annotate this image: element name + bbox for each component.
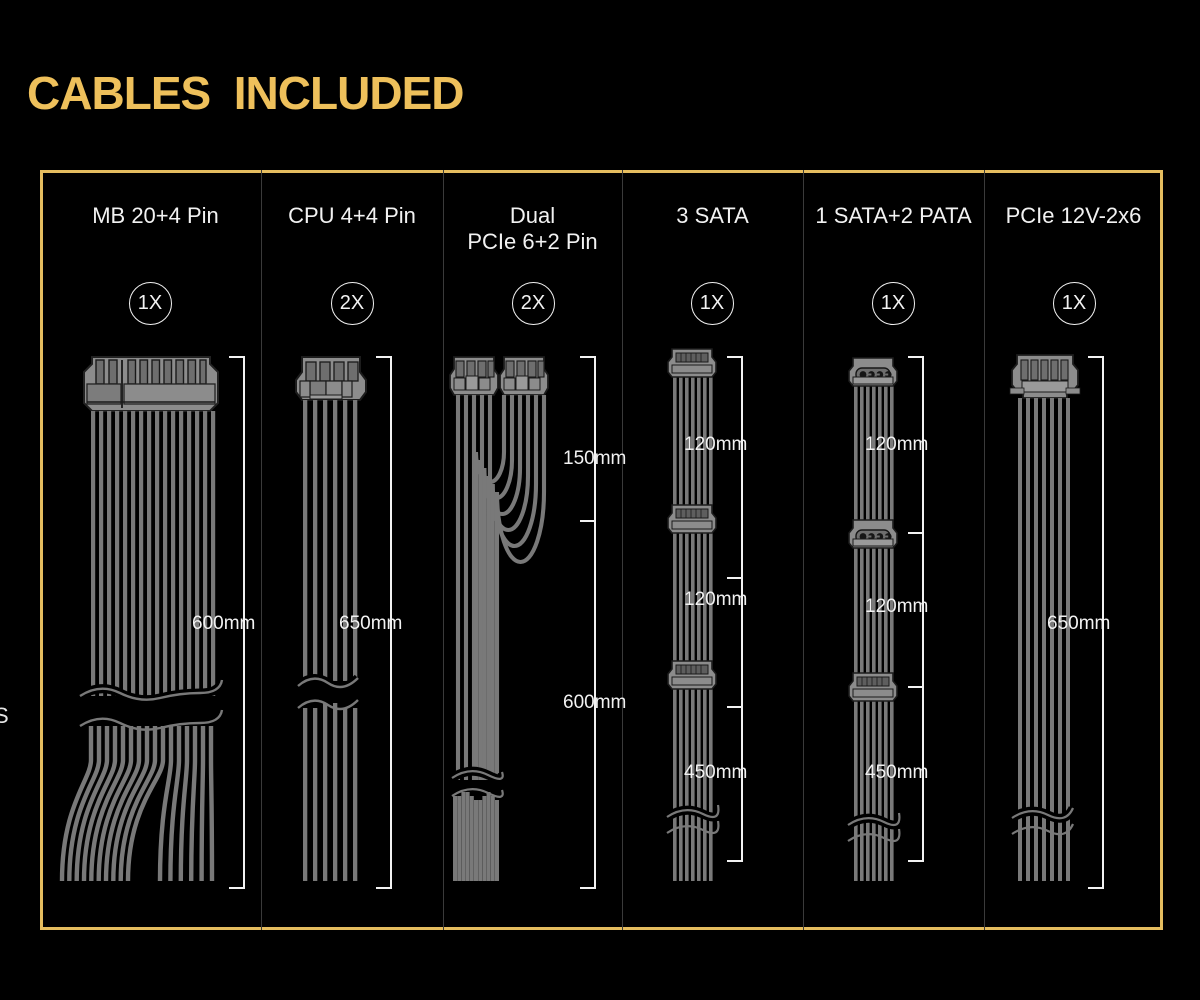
svg-text:120mm: 120mm — [865, 434, 928, 455]
svg-text:650mm: 650mm — [1047, 613, 1110, 634]
svg-text:450mm: 450mm — [865, 762, 928, 783]
svg-text:120mm: 120mm — [865, 596, 928, 617]
svg-text:120mm: 120mm — [684, 589, 747, 610]
svg-text:150mm: 150mm — [563, 448, 626, 469]
svg-text:650mm: 650mm — [339, 613, 402, 634]
svg-text:120mm: 120mm — [684, 434, 747, 455]
svg-text:600mm: 600mm — [192, 613, 255, 634]
svg-text:600mm: 600mm — [563, 692, 626, 713]
svg-text:450mm: 450mm — [684, 762, 747, 783]
